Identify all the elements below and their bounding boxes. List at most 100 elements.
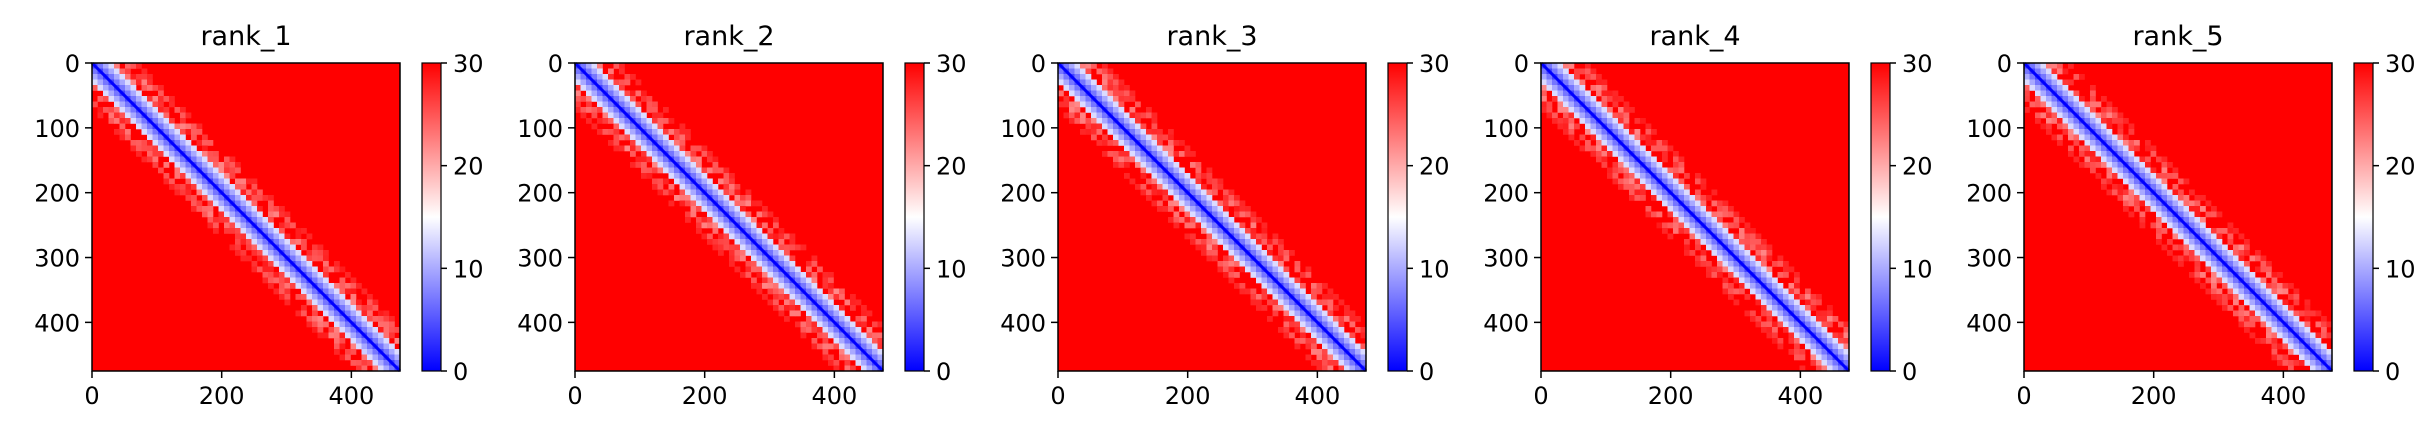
heatmap-cell (2172, 184, 2179, 190)
heatmap-cell (1289, 283, 1295, 289)
heatmap-cell (2299, 310, 2305, 317)
heatmap-cell (613, 63, 620, 69)
heatmap-cell (2101, 123, 2107, 130)
heatmap-cell (1585, 129, 1591, 135)
heatmap-cell (1788, 299, 1795, 306)
heatmap-cell (1201, 195, 1207, 201)
heatmap-cell (2244, 299, 2250, 306)
heatmap-cell (2035, 118, 2041, 124)
heatmap-cell (1201, 184, 1207, 190)
heatmap-cell (2062, 123, 2069, 130)
heatmap-cell (1118, 134, 1125, 141)
heatmap-cell (734, 189, 741, 196)
heatmap-cell (2200, 272, 2206, 278)
heatmap-cell (136, 145, 142, 152)
heatmap-cell (641, 162, 647, 168)
heatmap-cell (361, 321, 368, 328)
heatmap-cell (1201, 217, 1207, 223)
heatmap-cell (1168, 151, 1174, 157)
heatmap-cell (1601, 79, 1608, 86)
heatmap-cell (152, 145, 159, 152)
heatmap-cell (701, 173, 708, 179)
heatmap-cell (1838, 365, 1844, 372)
heatmap-cell (630, 112, 636, 119)
heatmap-cell (2134, 189, 2140, 196)
heatmap-cell (850, 299, 856, 306)
heatmap-cell (2101, 129, 2107, 135)
heatmap-cell (185, 162, 192, 168)
heatmap-cell (2211, 277, 2217, 284)
heatmap-cell (630, 96, 636, 102)
heatmap-cell (372, 305, 379, 311)
heatmap-cell (833, 343, 840, 350)
heatmap-cell (591, 107, 598, 113)
heatmap-cell (279, 294, 285, 300)
heatmap-cell (92, 79, 98, 86)
heatmap-cell (2282, 354, 2289, 361)
heatmap-cell (1272, 288, 1279, 295)
heatmap-cell (323, 261, 329, 267)
heatmap-cell (2304, 310, 2311, 317)
heatmap-cell (339, 316, 346, 322)
heatmap-cell (1173, 200, 1180, 207)
heatmap-cell (828, 277, 834, 284)
heatmap-cell (2216, 266, 2223, 273)
heatmap-cell (1618, 118, 1624, 124)
heatmap-cell (822, 299, 829, 306)
heatmap-cell (1607, 107, 1613, 113)
heatmap-cell (2112, 134, 2118, 141)
heatmap-cell (141, 68, 148, 75)
heatmap-cell (312, 288, 318, 295)
heatmap-cell (257, 244, 263, 251)
heatmap-cell (729, 206, 735, 212)
heatmap-cell (734, 195, 741, 201)
heatmap-cell (125, 74, 131, 80)
heatmap-cell (822, 316, 829, 322)
heatmap-cell (2073, 123, 2080, 130)
heatmap-cell (866, 310, 873, 317)
heatmap-cell (1816, 354, 1822, 361)
heatmap-cell (367, 354, 373, 361)
heatmap-cell (229, 184, 236, 190)
heatmap-cell (2128, 189, 2135, 196)
heatmap-cell (284, 299, 291, 306)
heatmap-cell (690, 206, 697, 212)
heatmap-cell (1596, 107, 1602, 113)
heatmap-cell (723, 195, 730, 201)
heatmap-cell (575, 68, 581, 75)
heatmap-cell (1557, 118, 1564, 124)
heatmap-cell (1118, 129, 1125, 135)
heatmap-cell (1261, 255, 1268, 262)
heatmap-cell (1733, 211, 1740, 218)
heatmap-cell (1755, 261, 1762, 267)
heatmap-cell (2189, 200, 2195, 207)
heatmap-cell (806, 299, 812, 306)
y-tick-label: 0 (1514, 50, 1529, 78)
heatmap-cell (723, 206, 730, 212)
heatmap-cell (367, 316, 373, 322)
heatmap-cell (1772, 277, 1778, 284)
heatmap-cell (257, 217, 263, 223)
heatmap-cell (1766, 283, 1773, 289)
heatmap-cell (690, 151, 697, 157)
heatmap-cell (2277, 332, 2283, 339)
heatmap-cell (1788, 332, 1795, 339)
heatmap-cell (1135, 145, 1141, 152)
heatmap-cell (1618, 156, 1624, 163)
heatmap-cell (619, 96, 625, 102)
heatmap-cell (635, 118, 642, 124)
heatmap-cell (1827, 365, 1833, 372)
heatmap-cell (2106, 101, 2113, 108)
heatmap-cell (1107, 129, 1114, 135)
heatmap-cell (2156, 189, 2162, 196)
heatmap-cell (866, 349, 873, 355)
heatmap-cell (685, 156, 691, 163)
heatmap-cell (789, 299, 796, 306)
heatmap-cell (235, 178, 241, 185)
heatmap-cell (1322, 349, 1328, 355)
heatmap-cell (1184, 217, 1191, 223)
heatmap-cell (1755, 294, 1762, 300)
heatmap-cell (328, 288, 335, 295)
heatmap-cell (2156, 233, 2162, 240)
heatmap-cell (312, 244, 318, 251)
